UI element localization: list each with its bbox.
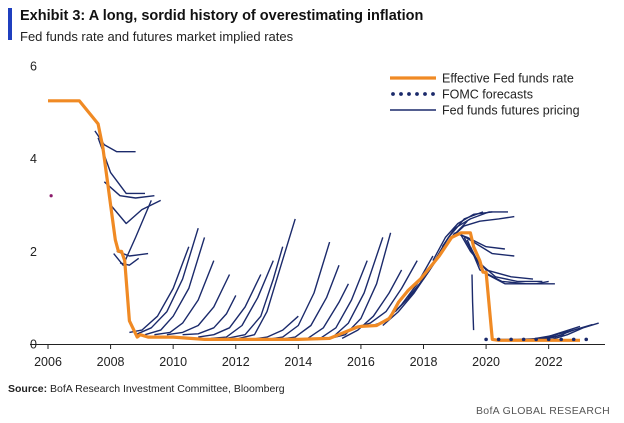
futures-line	[113, 200, 152, 266]
source-text: BofA Research Investment Committee, Bloo…	[50, 383, 285, 395]
futures-line	[166, 274, 231, 336]
chart-title: Exhibit 3: A long, sordid history of ove…	[20, 8, 424, 24]
futures-line	[329, 232, 392, 340]
fomc-dots	[484, 337, 589, 342]
futures-line	[198, 274, 262, 338]
y-tick-label: 6	[30, 60, 37, 74]
futures-line	[119, 257, 140, 266]
legend-swatch-fomc-dot	[415, 92, 419, 96]
y-tick-label: 4	[30, 152, 37, 166]
futures-line	[182, 295, 237, 336]
futures-line	[129, 246, 190, 334]
effective-rate-series	[48, 99, 580, 342]
futures-lines	[94, 130, 599, 341]
source-note: Source: BofA Research Investment Committ…	[8, 383, 285, 395]
y-tick-label: 2	[30, 245, 37, 259]
fomc-dot	[559, 337, 563, 342]
futures-line	[154, 260, 215, 336]
x-tick-label: 2022	[535, 355, 563, 369]
fomc-dot	[546, 337, 551, 342]
futures-line	[210, 260, 274, 340]
chart-subtitle: Fed funds rate and futures market implie…	[20, 29, 294, 44]
outlier-marker	[49, 194, 53, 198]
fomc-dot	[496, 337, 501, 342]
x-tick-label: 2012	[222, 355, 250, 369]
x-tick-label: 2020	[472, 355, 500, 369]
futures-line	[548, 322, 599, 341]
futures-line	[110, 199, 162, 225]
x-tick-label: 2006	[34, 355, 62, 369]
futures-line	[144, 237, 206, 336]
futures-line	[103, 181, 155, 199]
futures-line	[457, 232, 515, 257]
x-tick-label: 2016	[347, 355, 375, 369]
futures-line	[471, 274, 475, 331]
futures-line	[226, 246, 284, 340]
legend-label: Effective Fed funds rate	[442, 72, 574, 86]
x-axis: 2006 2008 2010 2012 2014 2016 2018 2020 2022	[30, 344, 605, 369]
outlier-dot	[49, 194, 53, 198]
legend-label: FOMC forecasts	[442, 88, 533, 102]
legend-swatch-fomc-dot	[399, 92, 403, 96]
source-label: Source:	[8, 383, 48, 395]
x-tick-label: 2010	[159, 355, 187, 369]
futures-line	[341, 269, 403, 340]
legend: Effective Fed funds rate FOMC forecasts Fe…	[390, 72, 580, 118]
legend-swatch-fomc-dot	[423, 92, 427, 96]
fomc-dot	[509, 337, 513, 342]
legend-swatch-fomc-dot	[391, 92, 395, 96]
fomc-dot	[521, 337, 526, 342]
futures-line	[135, 227, 199, 336]
futures-line	[451, 215, 515, 238]
fomc-dot	[584, 337, 589, 342]
x-tick-label: 2018	[410, 355, 438, 369]
fomc-dot	[534, 337, 538, 342]
brand-label: BofA GLOBAL RESEARCH	[476, 405, 610, 417]
futures-line	[432, 211, 493, 261]
effective-rate-line	[48, 99, 580, 342]
futures-line	[460, 234, 534, 280]
futures-line	[266, 241, 331, 341]
legend-swatch-fomc-dot	[407, 92, 411, 96]
x-tick-label: 2008	[97, 355, 125, 369]
legend-label: Fed funds futures pricing	[442, 104, 580, 118]
x-tick-label: 2014	[284, 355, 312, 369]
fomc-dot	[571, 337, 576, 342]
futures-line	[441, 211, 508, 248]
legend-swatch-fomc-dot	[431, 92, 435, 96]
title-accent-bar	[8, 8, 12, 40]
futures-line	[238, 218, 296, 340]
futures-line	[469, 246, 549, 285]
fomc-dot	[484, 337, 488, 342]
